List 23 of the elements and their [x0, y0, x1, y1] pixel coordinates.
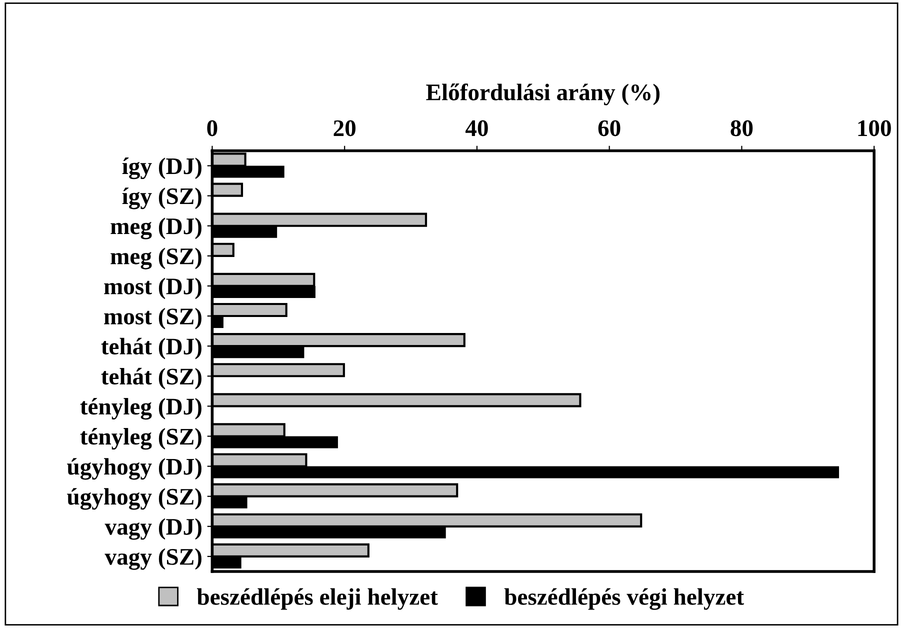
y-tick-label: vagy (DJ) — [104, 518, 202, 540]
legend-label: beszédlépés eleji helyzet — [196, 588, 438, 610]
legend-label: beszédlépés végi helyzet — [504, 588, 744, 610]
x-tick-label: 100 — [858, 120, 891, 136]
y-tick-label: most (SZ) — [104, 308, 202, 330]
y-tick-label: így (SZ) — [122, 188, 202, 210]
y-tick-label: vagy (SZ) — [104, 548, 202, 570]
y-tick-label: meg (SZ) — [110, 248, 202, 270]
y-tick-label: így (DJ) — [122, 158, 202, 180]
y-tick-label: úgyhogy (DJ) — [67, 458, 202, 480]
x-tick-label: 20 — [334, 120, 356, 136]
x-tick-label: 80 — [730, 120, 753, 136]
y-tick-label: tehát (SZ) — [101, 368, 202, 390]
x-tick-label: 0 — [207, 120, 218, 136]
x-tick-label: 40 — [465, 120, 488, 136]
y-tick-label: úgyhogy (SZ) — [67, 488, 202, 510]
x-axis-title: Előfordulási arány (%) — [426, 83, 660, 106]
y-tick-label: tényleg (DJ) — [80, 398, 202, 420]
x-tick-label: 60 — [598, 120, 620, 136]
y-tick-label: tényleg (SZ) — [80, 428, 202, 450]
y-tick-label: meg (DJ) — [110, 218, 202, 240]
y-tick-label: tehát (DJ) — [101, 338, 202, 360]
y-tick-label: most (DJ) — [104, 278, 202, 300]
